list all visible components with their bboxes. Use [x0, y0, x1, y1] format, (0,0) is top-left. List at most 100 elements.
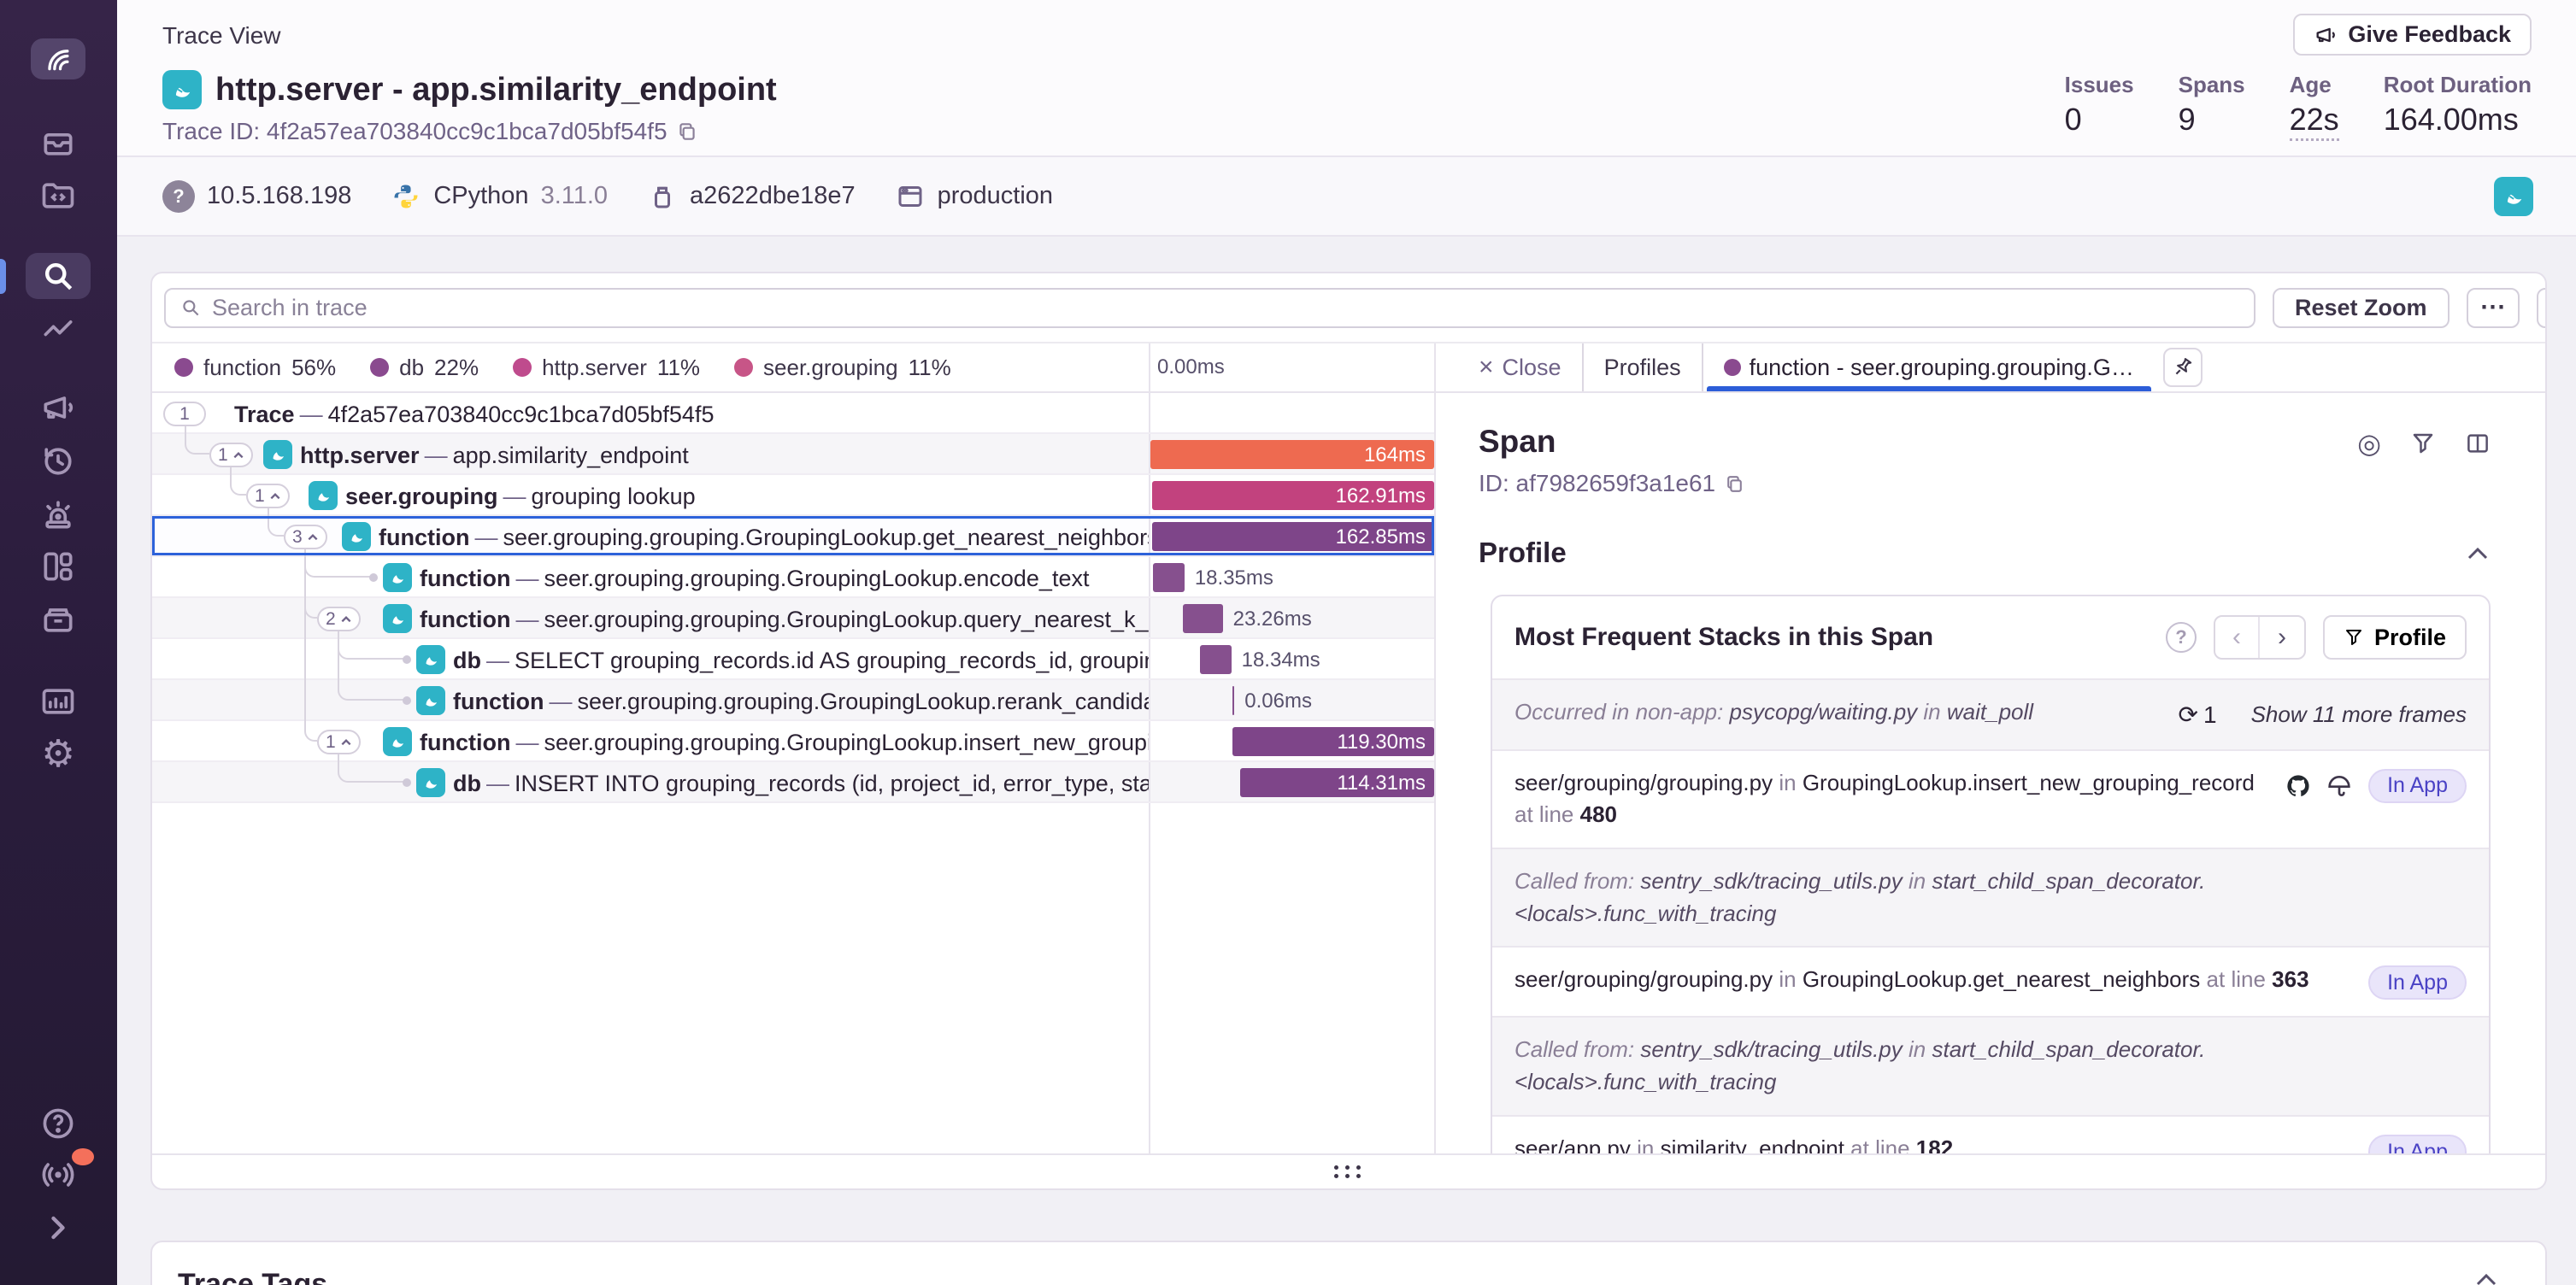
project-icon — [383, 727, 412, 756]
stat-root-duration: Root Duration 164.00ms — [2383, 72, 2532, 137]
trace-meta-band: ? 10.5.168.198 CPython 3.11.0 a2622dbe18… — [117, 155, 2576, 237]
span-count-pill[interactable]: 2 — [317, 607, 361, 631]
refresh-icon: ⟳ — [2178, 701, 2199, 728]
stacks-card-title: Most Frequent Stacks in this Span — [1514, 623, 1934, 651]
in-app-badge: In App — [2368, 768, 2467, 803]
replays-icon[interactable] — [27, 438, 89, 484]
reset-zoom-button[interactable]: Reset Zoom — [2273, 287, 2450, 328]
more-options-button[interactable]: ⋯ — [2466, 287, 2520, 328]
stack-frame-row[interactable]: Called from: sentry_sdk/tracing_utils.py… — [1492, 1016, 2489, 1115]
duration-bar[interactable]: 164ms — [1150, 440, 1434, 469]
span-count-pill[interactable]: 1 — [209, 443, 253, 467]
span-row[interactable]: 2 function — seer.grouping.grouping.Groupi… — [152, 598, 1434, 639]
settings-nav-icon[interactable]: ⚙ — [41, 732, 75, 775]
duration-bar[interactable]: 114.31ms — [1239, 768, 1434, 797]
profile-flame-icon — [2345, 630, 2361, 645]
span-row-selected[interactable]: 3 function — seer.grouping.grouping.Groupi… — [152, 516, 1434, 557]
tab-close[interactable]: × Close — [1479, 353, 1561, 381]
trace-toolbar: Reset Zoom ⋯ ⚙ — [152, 273, 2545, 342]
sentry-logo[interactable] — [31, 38, 85, 79]
stack-frame-row[interactable]: Called from: sentry_sdk/tracing_utils.py… — [1492, 847, 2489, 947]
stack-frame-row[interactable]: seer/grouping/grouping.py in GroupingLoo… — [1492, 946, 2489, 1016]
span-heading: Span — [1479, 424, 1556, 459]
span-row[interactable]: db — SELECT grouping_records.id AS groupin… — [152, 639, 1434, 680]
chevron-up-icon[interactable] — [2473, 1271, 2499, 1285]
focus-icon[interactable]: ◎ — [2357, 428, 2381, 459]
trace-root-row[interactable]: 1 Trace —4f2a57ea703840cc9c1bca7d05bf54f5 — [152, 393, 1434, 434]
feedback-nav-icon[interactable] — [27, 384, 89, 431]
span-row[interactable]: 1 http.server — app.similarity_endpoint 16… — [152, 434, 1434, 475]
project-icon — [162, 70, 202, 109]
explore-icon[interactable] — [27, 173, 89, 219]
help-icon[interactable]: ? — [2165, 622, 2197, 653]
next-stack-button[interactable]: › — [2277, 623, 2286, 651]
span-row[interactable]: function — seer.grouping.grouping.Grouping… — [152, 680, 1434, 721]
app-sidebar: ⚙ — [0, 0, 117, 1285]
tab-active-span[interactable]: function - seer.grouping.grouping.G… — [1701, 343, 2155, 391]
duration-bar[interactable]: 119.30ms — [1232, 727, 1434, 756]
meta-release: a2622dbe18e7 — [647, 181, 856, 212]
stack-frame-row[interactable]: seer/grouping/grouping.py in GroupingLoo… — [1492, 748, 2489, 848]
legend-item: http.server 11% — [513, 355, 700, 381]
span-row[interactable]: 1 function — seer.grouping.grouping.Groupi… — [152, 721, 1434, 762]
trace-settings-button[interactable]: ⚙ — [2536, 287, 2545, 328]
span-row[interactable]: db — INSERT INTO grouping_records (id, pro… — [152, 762, 1434, 803]
open-profile-button[interactable]: Profile — [2322, 615, 2467, 660]
span-rows: 1 Trace —4f2a57ea703840cc9c1bca7d05bf54f5… — [152, 393, 1434, 803]
span-row[interactable]: function — seer.grouping.grouping.Grouping… — [152, 557, 1434, 598]
prev-stack-button[interactable]: ‹ — [2215, 617, 2260, 658]
expand-sidebar-icon[interactable] — [27, 1205, 89, 1251]
duration-bar[interactable]: 162.85ms — [1152, 522, 1434, 551]
duration-bar[interactable]: 18.35ms — [1153, 563, 1273, 592]
insights-icon[interactable] — [27, 307, 89, 353]
python-icon — [394, 185, 418, 208]
stats-icon[interactable] — [27, 678, 89, 725]
umbrella-icon[interactable] — [2326, 772, 2353, 800]
give-feedback-button[interactable]: Give Feedback — [2293, 14, 2532, 56]
releases-icon[interactable] — [27, 596, 89, 642]
duration-bar[interactable]: 23.26ms — [1183, 604, 1312, 633]
span-count-pill[interactable]: 1 — [317, 730, 361, 754]
span-detail-panel: × Close Profiles function - seer.grouping… — [1434, 343, 2545, 1153]
tab-profiles[interactable]: Profiles — [1581, 343, 1702, 391]
profile-flame-icon[interactable] — [2410, 431, 2436, 456]
trace-tags-card: Trace Tags — [150, 1241, 2547, 1285]
duration-bar[interactable]: 18.34ms — [1200, 645, 1320, 674]
issues-icon[interactable] — [27, 120, 89, 166]
search-nav-icon[interactable] — [26, 253, 91, 299]
chevron-up-icon — [2465, 537, 2491, 569]
stack-frame-row[interactable]: Occurred in non-app: psycopg/waiting.py … — [1492, 678, 2489, 749]
copy-icon[interactable] — [1724, 473, 1745, 495]
copy-icon[interactable] — [676, 120, 698, 143]
legend-item: db 22% — [370, 355, 479, 381]
span-count-pill[interactable]: 1 — [163, 402, 206, 426]
github-icon[interactable] — [2285, 772, 2312, 800]
search-input-wrap[interactable] — [164, 287, 2255, 328]
show-more-frames-link[interactable]: Show 11 more frames — [2250, 701, 2467, 728]
active-nav-indicator — [0, 259, 6, 294]
megaphone-icon — [2316, 27, 2336, 42]
duration-bar[interactable]: 0.06ms — [1232, 686, 1312, 715]
pin-tab-button[interactable] — [2162, 348, 2203, 387]
panel-resize-handle[interactable] — [152, 1153, 2545, 1188]
span-count-pill[interactable]: 3 — [284, 525, 327, 549]
trace-stats: Issues 0 Spans 9 Age 22s Root Duration 164.0… — [2065, 72, 2532, 141]
notification-dot — [72, 1148, 94, 1165]
profile-section-header[interactable]: Profile — [1479, 537, 2545, 569]
alerts-icon[interactable] — [27, 491, 89, 537]
duration-bar[interactable]: 162.91ms — [1151, 481, 1434, 510]
search-input[interactable] — [212, 294, 2240, 321]
repeat-count: ⟳ 1 — [2179, 698, 2217, 733]
project-icon — [309, 481, 338, 510]
span-count-pill[interactable]: 1 — [246, 484, 290, 508]
stat-spans: Spans 9 — [2178, 72, 2245, 137]
layout-columns-icon[interactable] — [2465, 431, 2491, 456]
whats-new-icon[interactable] — [27, 1148, 94, 1198]
page-header: Trace View Give Feedback http.server - a… — [117, 0, 2576, 155]
span-row[interactable]: 1 seer.grouping — grouping lookup 162.91ms — [152, 475, 1434, 516]
help-icon[interactable] — [27, 1100, 89, 1147]
dashboards-icon[interactable] — [27, 543, 89, 590]
stack-frame-row[interactable]: seer/app.py in similarity_endpoint at li… — [1492, 1114, 2489, 1153]
package-icon — [655, 186, 671, 208]
